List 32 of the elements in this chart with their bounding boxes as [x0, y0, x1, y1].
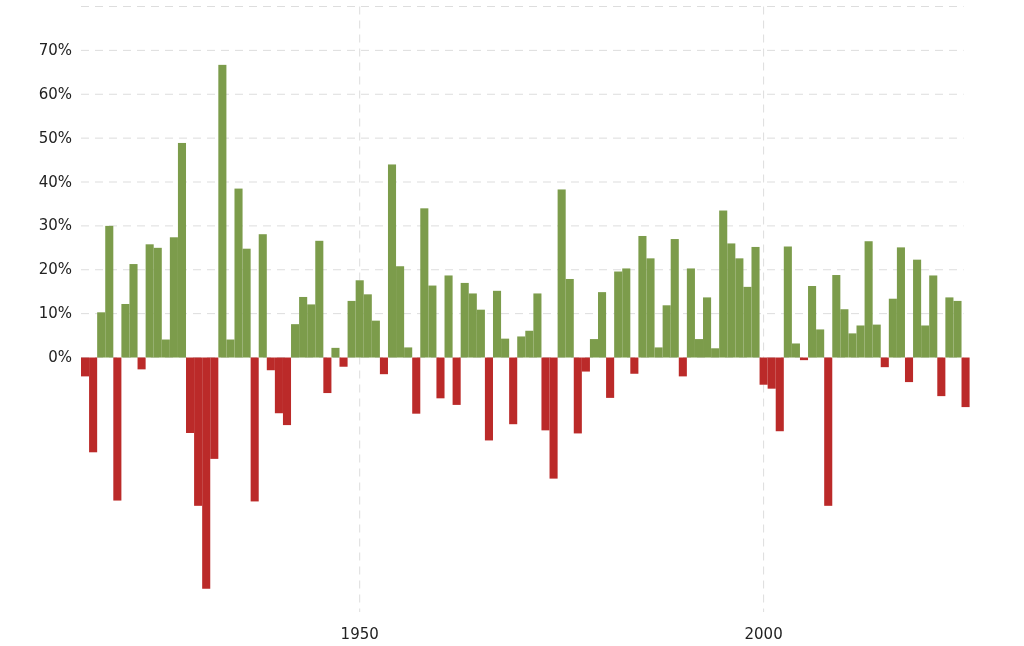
y-tick-label: 50%	[38, 128, 72, 147]
bar	[824, 357, 833, 506]
y-tick-label: 60%	[38, 84, 72, 103]
bar	[904, 357, 914, 383]
x-tick-label: 1950	[340, 624, 379, 643]
y-tick-label: 30%	[38, 216, 72, 235]
bar	[678, 357, 687, 377]
bar	[961, 357, 970, 408]
bar	[379, 357, 388, 375]
bar	[937, 357, 946, 397]
bar	[323, 357, 332, 394]
bar	[137, 357, 146, 370]
bar	[436, 357, 445, 399]
x-tick-label: 2000	[744, 624, 783, 643]
bar	[113, 357, 122, 501]
y-tick-label: 40%	[38, 172, 72, 191]
bar	[444, 275, 453, 358]
y-tick-label: 10%	[38, 304, 72, 323]
y-tick-label: 0%	[48, 348, 72, 367]
y-tick-label: 20%	[38, 260, 72, 279]
bar	[412, 357, 421, 414]
bar	[339, 357, 348, 367]
bar	[452, 357, 461, 405]
bar	[331, 347, 340, 358]
bar	[250, 357, 259, 502]
bar	[630, 357, 639, 374]
bar	[509, 357, 518, 425]
bar	[880, 357, 889, 368]
y-tick-label: 70%	[38, 40, 72, 59]
bar	[258, 234, 267, 358]
bar	[484, 357, 493, 441]
bar	[606, 357, 615, 398]
